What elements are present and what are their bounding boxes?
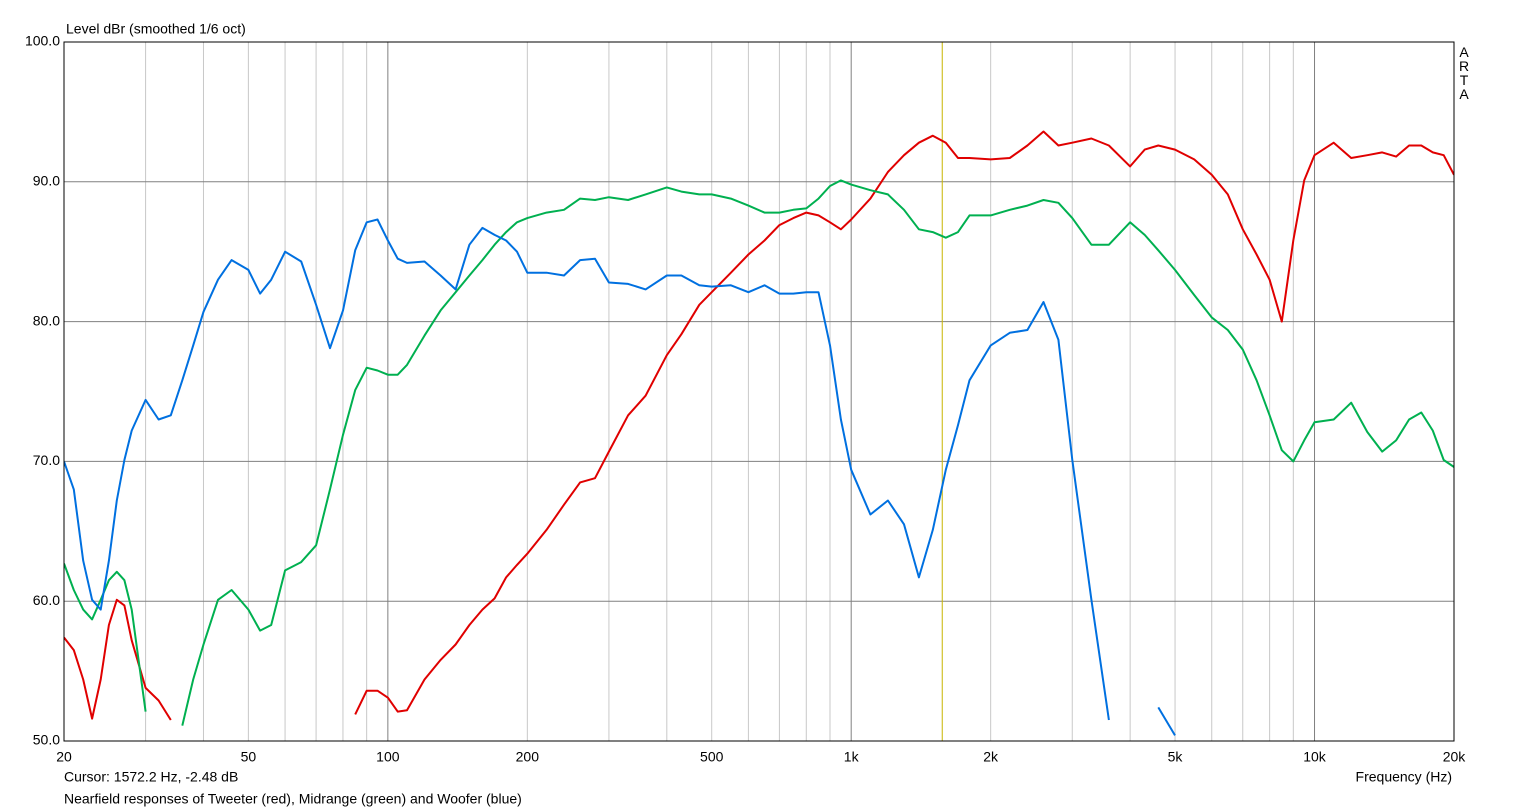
caption: Nearfield responses of Tweeter (red), Mi…	[64, 791, 522, 807]
x-tick-label: 200	[516, 749, 540, 765]
y-tick-label: 100.0	[25, 33, 60, 49]
series-line	[64, 130, 1454, 721]
series-line	[64, 218, 1176, 736]
x-tick-label: 100	[376, 749, 400, 765]
x-tick-label: 2k	[983, 749, 999, 765]
y-tick-label: 80.0	[33, 312, 60, 328]
plot-frame	[63, 41, 1455, 742]
x-tick-label: 20	[56, 749, 72, 765]
y-tick-label: 60.0	[33, 592, 60, 608]
x-tick-label: 500	[700, 749, 724, 765]
cursor-readout: Cursor: 1572.2 Hz, -2.48 dB	[64, 769, 238, 785]
x-tick-label: 20k	[1443, 749, 1467, 765]
y-tick-label: 50.0	[33, 732, 60, 748]
x-tick-label: 1k	[844, 749, 860, 765]
y-tick-label: 70.0	[33, 452, 60, 468]
x-tick-label: 50	[241, 749, 257, 765]
plot-area	[64, 130, 1454, 736]
x-tick-label: 5k	[1168, 749, 1184, 765]
y-tick-label: 90.0	[33, 173, 60, 189]
logo: ARTA	[1456, 44, 1472, 100]
x-tick-label: 10k	[1303, 749, 1327, 765]
y-axis-title: Level dBr (smoothed 1/6 oct)	[66, 21, 246, 37]
x-axis-title: Frequency (Hz)	[1356, 769, 1452, 785]
